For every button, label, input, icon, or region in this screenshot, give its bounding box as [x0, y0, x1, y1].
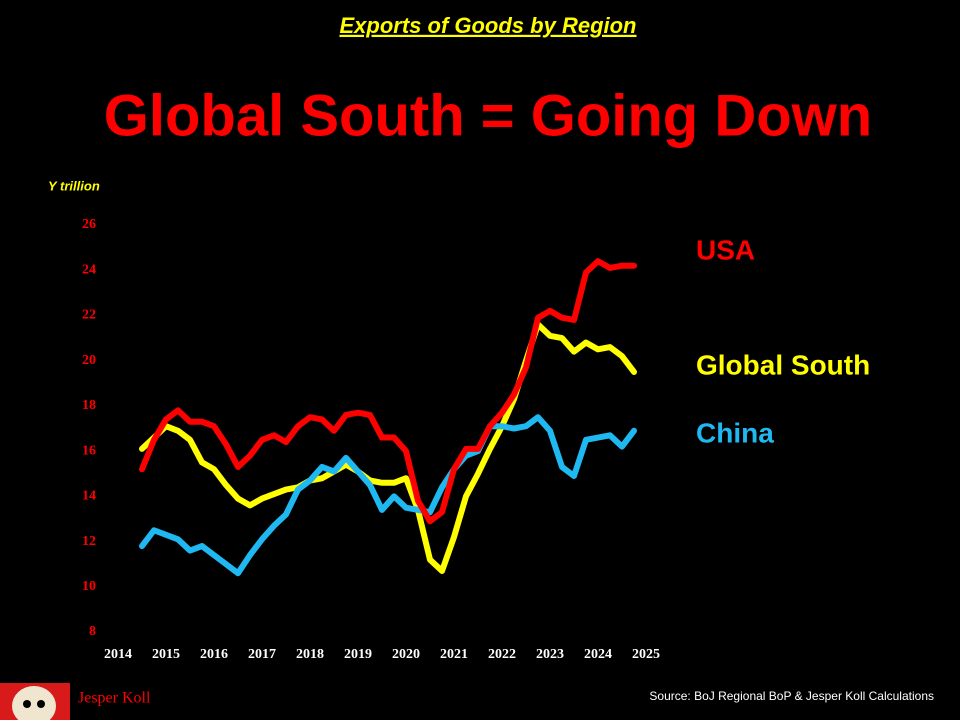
x-tick-label: 2017: [248, 647, 276, 662]
y-tick-label: 16: [82, 443, 96, 458]
y-tick-label: 18: [82, 398, 96, 413]
x-tick-label: 2014: [104, 647, 132, 662]
x-tick-label: 2025: [632, 647, 660, 662]
x-tick-label: 2019: [344, 647, 372, 662]
x-tick-label: 2020: [392, 647, 420, 662]
y-tick-label: 26: [82, 217, 96, 232]
x-tick-label: 2021: [440, 647, 468, 662]
x-tick-label: 2022: [488, 647, 516, 662]
x-tick-label: 2016: [200, 647, 228, 662]
y-tick-label: 20: [82, 353, 96, 368]
y-tick-label: 22: [82, 308, 96, 323]
y-tick-label: 10: [82, 579, 96, 594]
chart-title: Global South = Going Down: [104, 83, 872, 148]
author: Jesper Koll: [78, 690, 151, 707]
series-line: [139, 414, 637, 577]
x-tick-label: 2015: [152, 647, 180, 662]
y-axis-label: Y trillion: [48, 178, 100, 193]
source-note: Source: BoJ Regional BoP & Jesper Koll C…: [649, 689, 934, 703]
series-label: China: [696, 417, 774, 448]
series-label: USA: [696, 234, 755, 265]
x-tick-label: 2024: [584, 647, 612, 662]
y-tick-label: 24: [82, 262, 96, 277]
x-tick-label: 2018: [296, 647, 324, 662]
y-tick-label: 14: [82, 489, 96, 504]
x-tick-label: 2023: [536, 647, 564, 662]
author-icon: [0, 683, 70, 720]
y-tick-label: 8: [89, 624, 96, 639]
supertitle: Exports of Goods by Region: [339, 13, 636, 38]
series-line: [139, 321, 637, 574]
y-tick-label: 12: [82, 534, 96, 549]
series-label: Global South: [696, 349, 870, 380]
series-line: [139, 258, 637, 525]
